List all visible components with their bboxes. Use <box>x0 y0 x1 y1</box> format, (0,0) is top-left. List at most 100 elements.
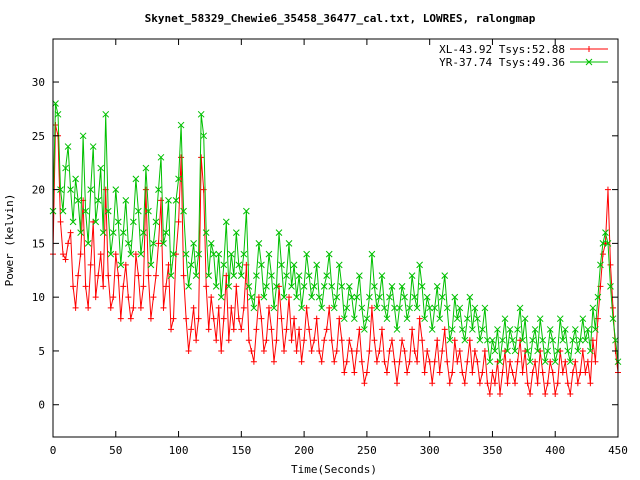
data-point <box>602 229 609 236</box>
data-point <box>413 304 421 312</box>
data-point <box>529 336 536 344</box>
data-point <box>130 304 137 311</box>
data-point <box>589 304 597 312</box>
data-point <box>178 154 185 161</box>
data-point <box>378 326 385 333</box>
data-point <box>275 229 283 236</box>
data-point <box>449 369 456 376</box>
data-point <box>87 186 95 193</box>
data-point <box>594 293 602 301</box>
data-point <box>248 347 255 354</box>
data-point <box>243 207 250 215</box>
data-point <box>167 272 175 280</box>
data-point <box>273 337 280 344</box>
data-point <box>286 294 293 301</box>
data-point <box>182 250 190 258</box>
data-point <box>524 380 531 387</box>
data-point <box>225 337 232 344</box>
data-point <box>270 304 278 312</box>
data-point <box>571 326 579 333</box>
data-point <box>150 294 157 301</box>
data-point <box>140 283 147 290</box>
x-axis-label: Time(Seconds) <box>291 463 377 476</box>
data-point <box>464 358 471 365</box>
data-point <box>466 293 474 301</box>
data-point <box>212 283 220 290</box>
data-point <box>453 315 461 323</box>
x-tick-label: 150 <box>231 444 251 457</box>
data-point <box>87 261 94 268</box>
data-point <box>409 326 416 333</box>
y-tick-label: 10 <box>32 291 45 304</box>
data-point <box>371 337 378 344</box>
data-point <box>183 315 190 322</box>
data-point <box>293 347 300 354</box>
y-tick-label: 0 <box>38 399 45 412</box>
data-point <box>461 336 469 344</box>
data-point <box>238 326 245 333</box>
data-point <box>163 283 169 290</box>
data-point <box>587 380 594 387</box>
data-point <box>127 315 134 322</box>
data-point <box>195 250 202 258</box>
data-point <box>514 358 521 365</box>
data-point <box>160 240 167 247</box>
x-tick-label: 400 <box>545 444 565 457</box>
data-point <box>288 337 295 344</box>
data-point <box>75 272 82 279</box>
data-point <box>441 326 448 333</box>
data-point <box>285 240 293 247</box>
data-point <box>321 337 328 344</box>
data-point <box>463 315 471 323</box>
data-point <box>383 315 391 323</box>
data-point <box>366 347 373 354</box>
data-point <box>564 347 572 355</box>
data-point <box>122 261 129 268</box>
data-point <box>213 337 220 344</box>
data-point <box>476 336 484 344</box>
data-point <box>597 261 604 269</box>
data-point <box>320 283 328 290</box>
data-point <box>291 315 298 322</box>
data-point <box>389 337 395 344</box>
data-point <box>448 326 456 333</box>
data-point <box>290 261 298 269</box>
data-point <box>436 315 444 323</box>
data-point <box>97 164 105 172</box>
data-point <box>604 186 611 193</box>
data-point <box>607 283 614 290</box>
data-point <box>303 304 310 311</box>
data-point <box>325 250 333 258</box>
data-point <box>439 347 446 354</box>
data-point <box>562 358 569 365</box>
data-point <box>579 347 586 354</box>
data-point <box>202 229 210 236</box>
data-point <box>556 315 564 323</box>
data-point <box>534 347 541 355</box>
data-point <box>431 304 439 312</box>
data-point <box>105 272 112 279</box>
series-0 <box>50 122 621 397</box>
data-point <box>180 207 187 215</box>
data-point <box>361 380 368 387</box>
data-point <box>110 294 117 301</box>
data-point <box>476 380 483 387</box>
data-point <box>328 283 336 290</box>
data-point <box>205 326 212 333</box>
data-point <box>383 369 390 376</box>
data-point <box>471 347 478 354</box>
data-point <box>484 336 491 344</box>
data-point <box>572 358 579 365</box>
data-point <box>117 315 124 322</box>
data-point <box>240 250 248 258</box>
data-point <box>494 326 501 333</box>
data-point <box>152 218 160 226</box>
data-point <box>54 110 62 118</box>
data-point <box>172 196 180 204</box>
data-point <box>456 304 464 312</box>
x-tick-label: 300 <box>420 444 440 457</box>
data-point <box>486 358 494 366</box>
data-point <box>328 337 335 344</box>
data-point <box>438 293 446 301</box>
x-tick-label: 50 <box>109 444 122 457</box>
